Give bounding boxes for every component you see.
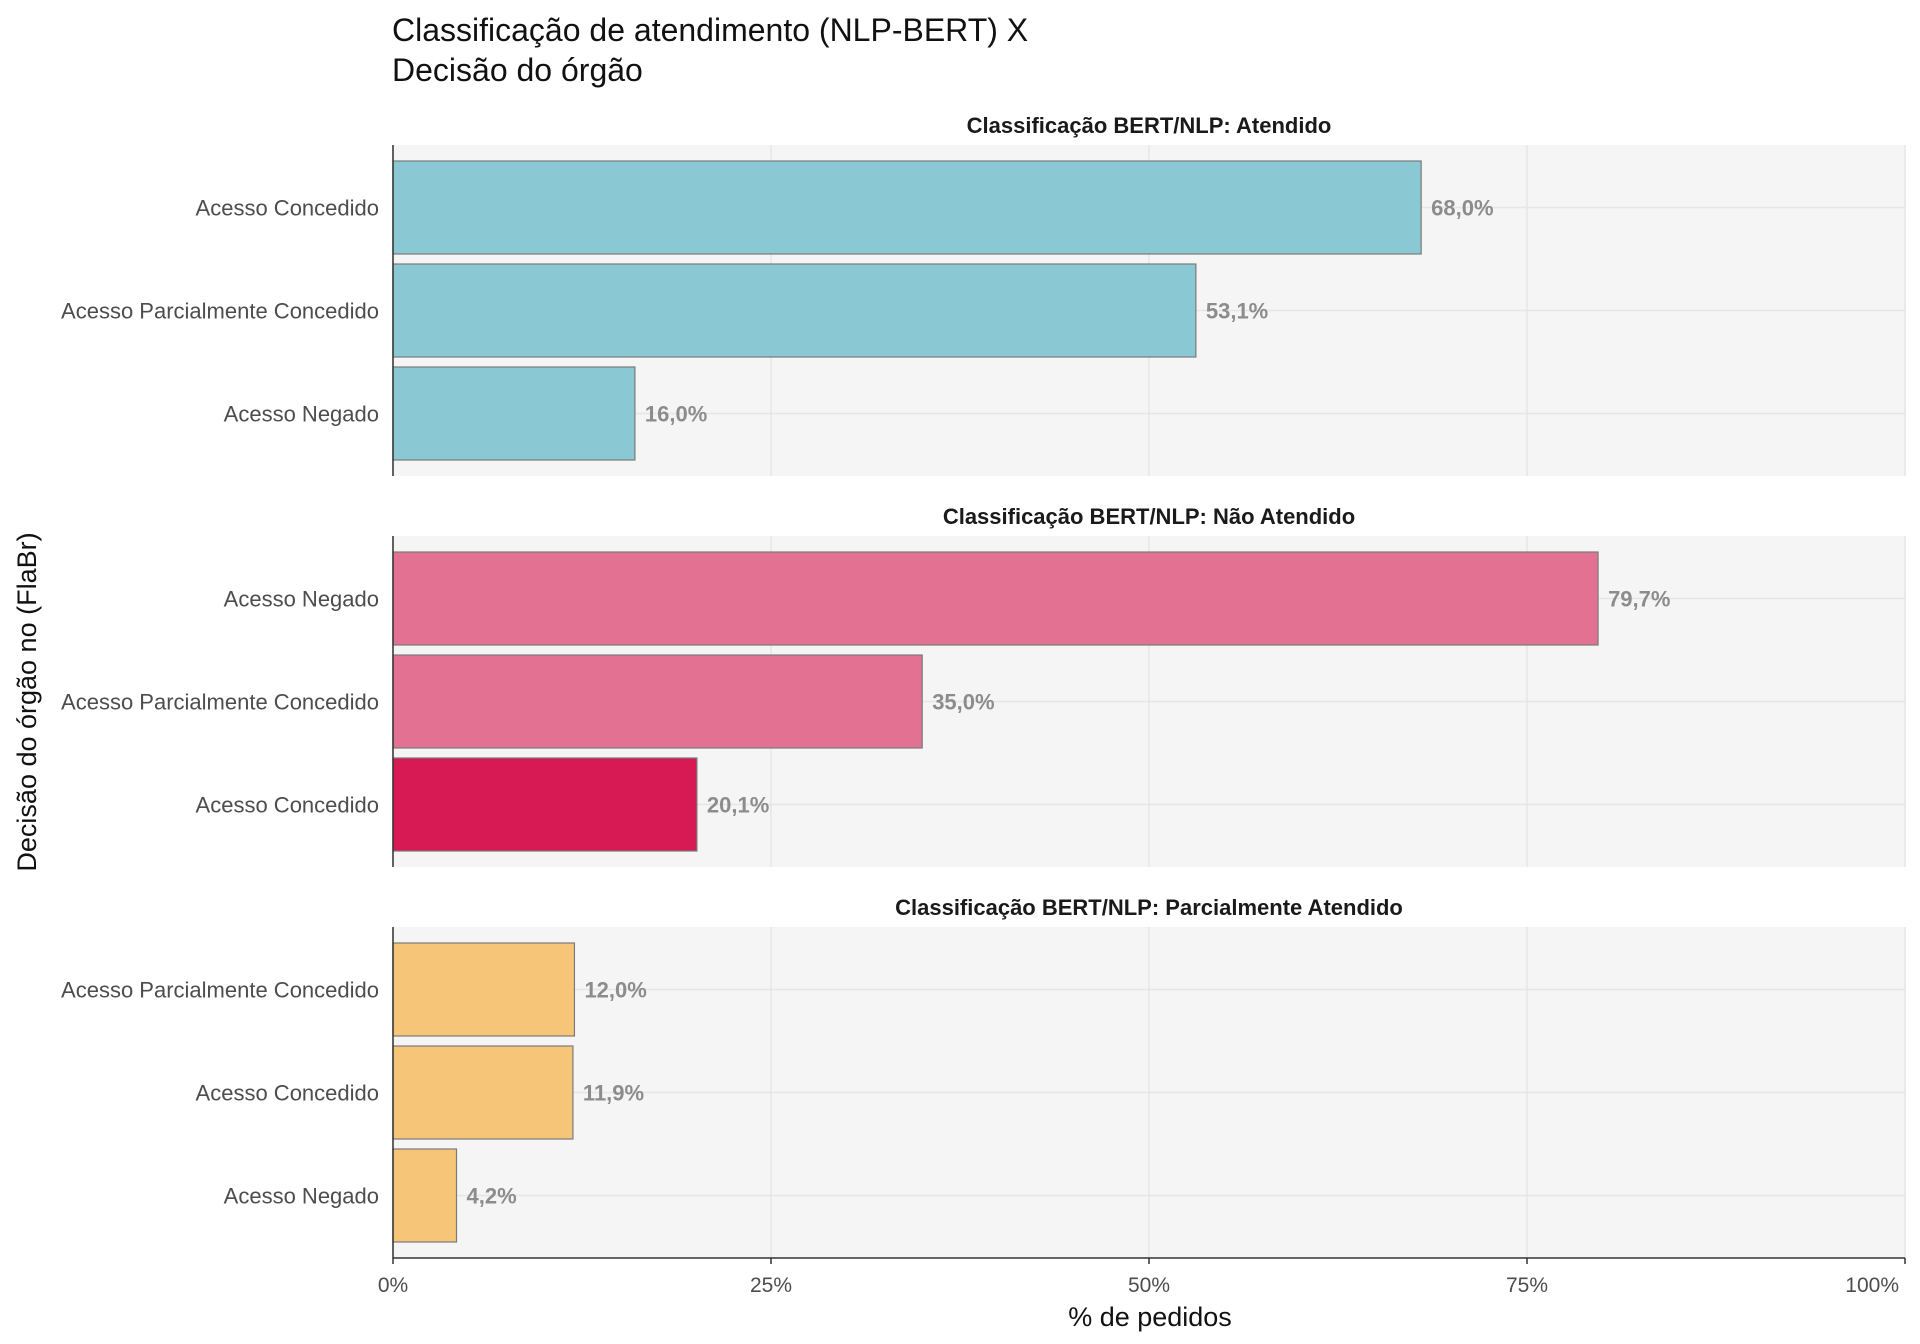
bar: [392, 654, 923, 749]
bar-value-label: 11,9%: [583, 1081, 644, 1106]
x-axis: 0% 25% 50% 75% 100%: [378, 1257, 1906, 1297]
chart-title: Classificação de atendimento (NLP-BERT) …: [392, 10, 1028, 90]
chart-title-line-1: Classificação de atendimento (NLP-BERT) …: [392, 12, 1029, 48]
category-label: Acesso Negado: [224, 587, 379, 612]
facet-panels: Classificação BERT/NLP: Atendido 68,0% Ace…: [61, 113, 1906, 1258]
bar-value-label: 35,0%: [932, 690, 994, 715]
bar: [392, 942, 576, 1037]
facet-panel: Classificação BERT/NLP: Não Atendido 79,7…: [61, 504, 1906, 867]
bar: [392, 757, 698, 852]
x-tick-label: 0%: [378, 1274, 408, 1297]
category-label: Acesso Concedido: [196, 196, 379, 221]
bar: [392, 1045, 574, 1140]
category-label: Acesso Parcialmente Concedido: [61, 299, 379, 324]
category-label: Acesso Parcialmente Concedido: [61, 978, 379, 1003]
chart-title-line-2: Decisão do órgão: [392, 52, 643, 88]
category-label: Acesso Concedido: [196, 1081, 379, 1106]
facet-title: Classificação BERT/NLP: Atendido: [967, 113, 1332, 138]
bar: [392, 263, 1197, 358]
bar: [392, 1148, 458, 1243]
bar-value-label: 12,0%: [584, 978, 646, 1003]
bar-value-label: 20,1%: [707, 793, 769, 818]
facet-title: Classificação BERT/NLP: Não Atendido: [943, 504, 1355, 529]
x-axis-title: % de pedidos: [1068, 1302, 1232, 1332]
y-axis-title: Decisão do órgão no (FlaBr): [12, 532, 42, 871]
category-label: Acesso Negado: [224, 1184, 379, 1209]
x-tick-label: 75%: [1506, 1274, 1548, 1297]
bar: [392, 160, 1422, 255]
bar: [392, 551, 1599, 646]
category-label: Acesso Negado: [224, 402, 379, 427]
x-tick-label: 25%: [750, 1274, 792, 1297]
facet-title: Classificação BERT/NLP: Parcialmente Ate…: [895, 895, 1403, 920]
bar-value-label: 68,0%: [1431, 196, 1493, 221]
category-label: Acesso Parcialmente Concedido: [61, 690, 379, 715]
bar-value-label: 4,2%: [467, 1184, 517, 1209]
x-tick-label: 100%: [1845, 1274, 1899, 1297]
x-tick-label: 50%: [1128, 1274, 1170, 1297]
facet-panel: Classificação BERT/NLP: Parcialmente Ate…: [61, 895, 1906, 1258]
bar-value-label: 16,0%: [645, 402, 707, 427]
bar-value-label: 53,1%: [1206, 299, 1268, 324]
facet-panel: Classificação BERT/NLP: Atendido 68,0% Ace…: [61, 113, 1906, 476]
category-label: Acesso Concedido: [196, 793, 379, 818]
bar: [392, 366, 636, 461]
bar-value-label: 79,7%: [1608, 587, 1670, 612]
